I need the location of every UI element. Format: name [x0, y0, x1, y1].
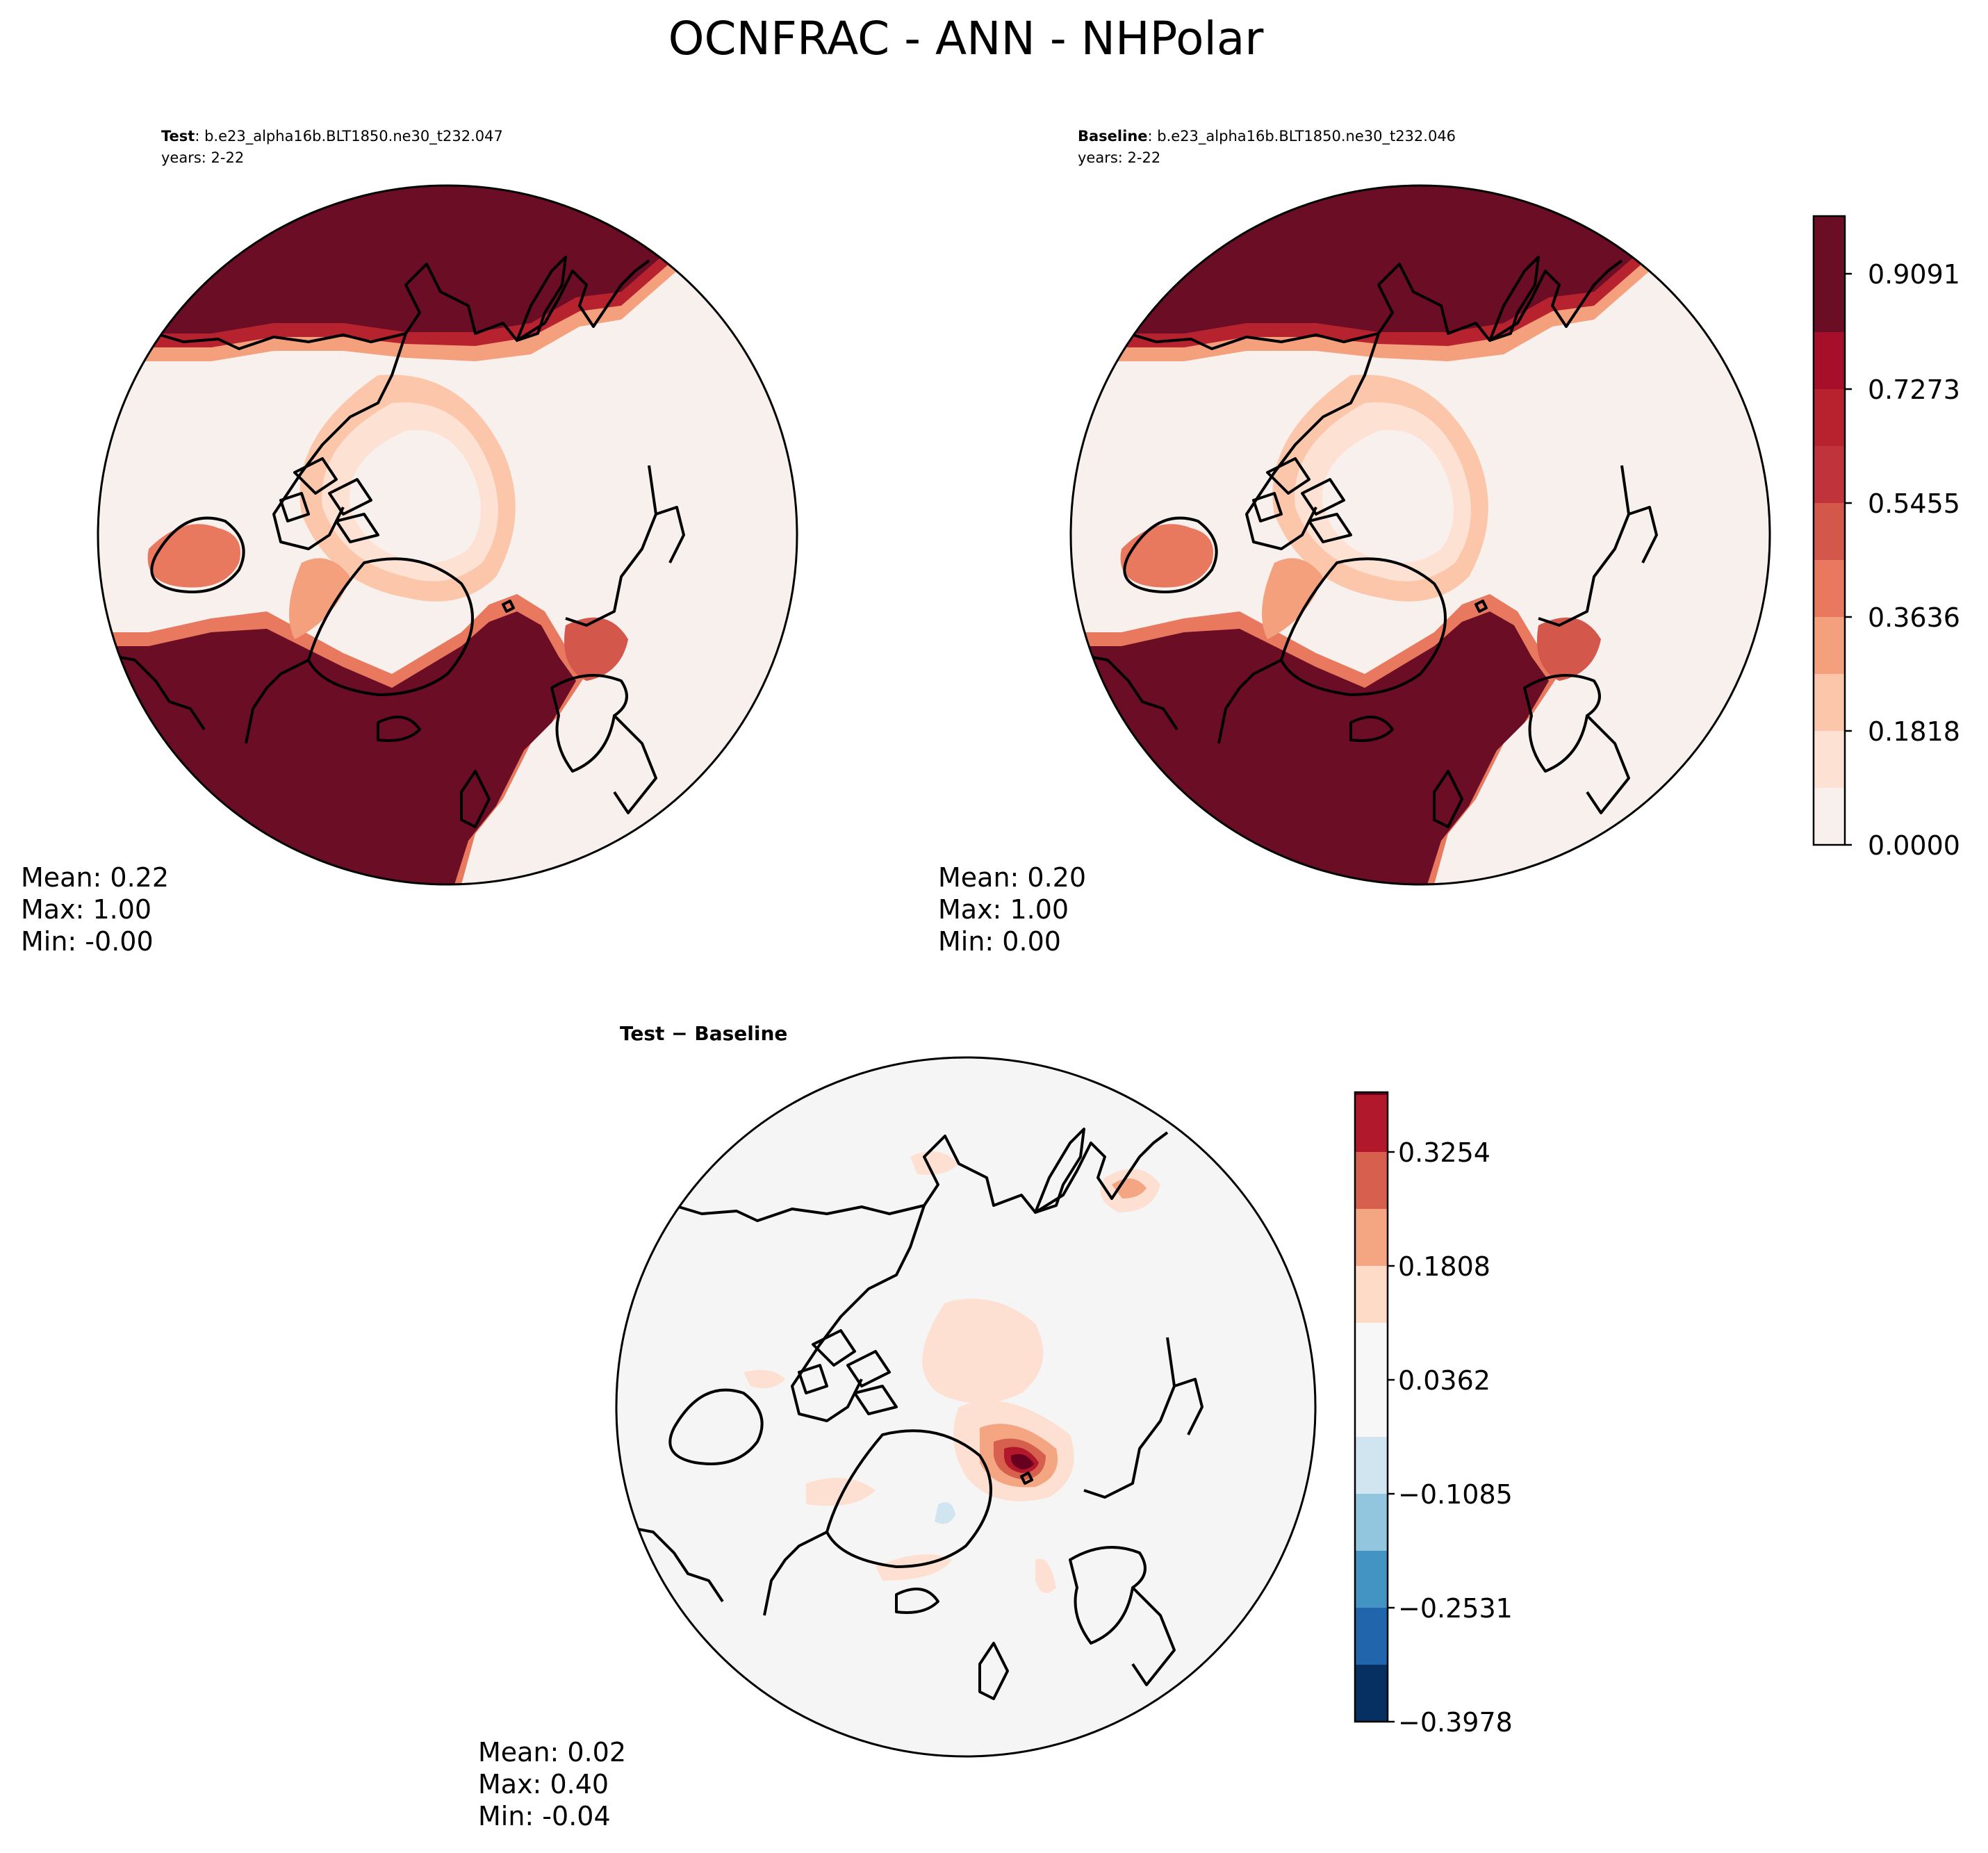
- diff-cb-tick-3: −0.1085: [1398, 1479, 1513, 1510]
- main-cb-tick-5: 0.0000: [1868, 830, 1960, 861]
- baseline-label-bold: Baseline: [1078, 128, 1148, 145]
- main-cb-tick-1: 0.7273: [1868, 374, 1960, 405]
- diff-label: Test − Baseline: [620, 1022, 787, 1045]
- test-map: [98, 186, 797, 884]
- test-min: Min: -0.00: [21, 926, 154, 957]
- diff-cb-tick-1: 0.1808: [1398, 1251, 1490, 1282]
- test-label-rest: : b.e23_alpha16b.BLT1850.ne30_t232.047: [195, 128, 503, 145]
- test-max: Max: 1.00: [21, 894, 151, 925]
- main-cb-tick-2: 0.5455: [1868, 488, 1960, 519]
- diff-colorbar: 0.3254 0.1808 0.0362 −0.1085 −0.2531 −0.…: [1354, 1091, 1513, 1738]
- diff-map: [616, 1057, 1315, 1756]
- test-label-bold: Test: [161, 128, 195, 145]
- diff-mean: Mean: 0.02: [478, 1737, 626, 1768]
- diff-cb-tick-5: −0.3978: [1398, 1707, 1513, 1738]
- baseline-min: Min: 0.00: [938, 926, 1061, 957]
- baseline-map: [1071, 186, 1770, 884]
- diff-max: Max: 0.40: [478, 1769, 609, 1800]
- diff-cb-tick-2: 0.0362: [1398, 1365, 1490, 1396]
- baseline-years: years: 2-22: [1078, 149, 1160, 166]
- diff-cb-tick-4: −0.2531: [1398, 1593, 1513, 1624]
- test-years: years: 2-22: [161, 149, 244, 166]
- svg-text:Test: b.e23_alpha16b.BLT1850.n: Test: b.e23_alpha16b.BLT1850.ne30_t232.0…: [161, 128, 503, 145]
- main-colorbar: 0.9091 0.7273 0.5455 0.3636 0.1818 0.000…: [1812, 215, 1960, 861]
- baseline-max: Max: 1.00: [938, 894, 1069, 925]
- main-cb-tick-3: 0.3636: [1868, 602, 1960, 633]
- test-panel: Test: b.e23_alpha16b.BLT1850.ne30_t232.0…: [21, 128, 798, 957]
- baseline-label-rest: : b.e23_alpha16b.BLT1850.ne30_t232.046: [1148, 128, 1456, 145]
- baseline-panel: Baseline: b.e23_alpha16b.BLT1850.ne30_t2…: [938, 128, 1771, 957]
- test-mean: Mean: 0.22: [21, 862, 169, 893]
- svg-text:Baseline: b.e23_alpha16b.BLT18: Baseline: b.e23_alpha16b.BLT1850.ne30_t2…: [1078, 128, 1456, 145]
- main-cb-tick-4: 0.1818: [1868, 716, 1960, 747]
- baseline-mean: Mean: 0.20: [938, 862, 1086, 893]
- diff-panel: Test − Baseline Mean: 0.02 Max: 0.40 Min…: [478, 1022, 1317, 1831]
- diff-min: Min: -0.04: [478, 1801, 611, 1831]
- diff-cb-tick-0: 0.3254: [1398, 1137, 1490, 1168]
- figure-title: OCNFRAC - ANN - NHPolar: [668, 12, 1265, 65]
- main-cb-tick-0: 0.9091: [1868, 259, 1960, 290]
